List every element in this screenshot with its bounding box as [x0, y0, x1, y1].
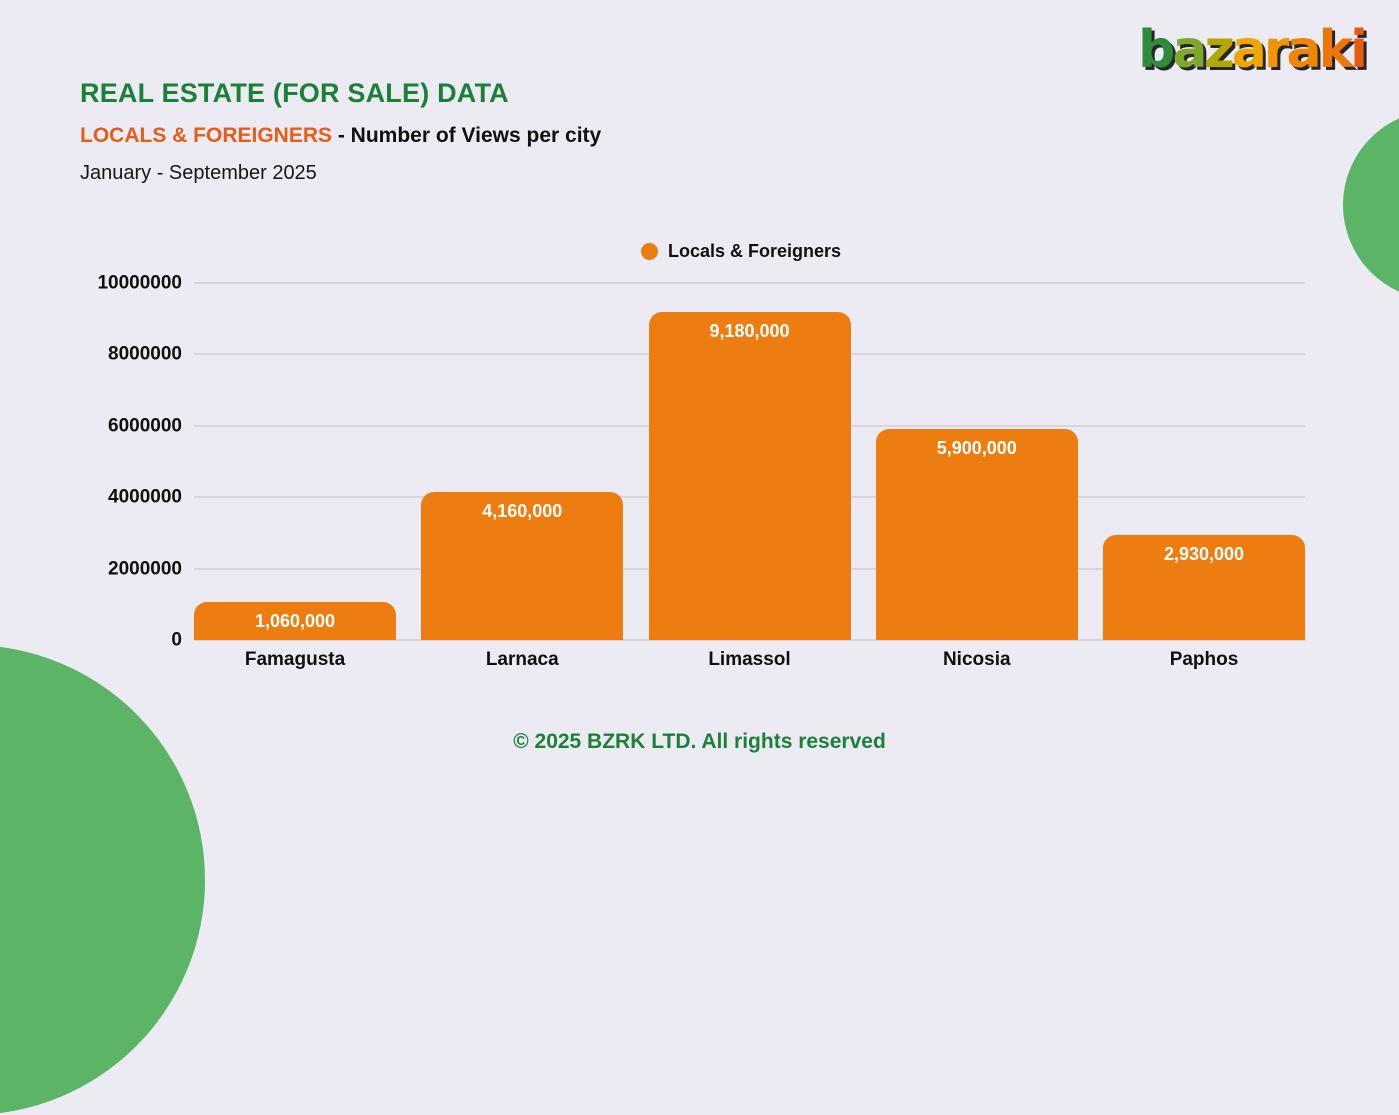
logo-letter: i — [1350, 20, 1368, 80]
bar-larnaca: 4,160,000 — [421, 491, 624, 640]
x-axis-label: Larnaca — [485, 649, 559, 670]
logo-letter: a — [1172, 20, 1207, 80]
decorative-circle-bottom-left — [0, 645, 205, 1115]
x-axis-label: Famagusta — [244, 649, 346, 670]
copyright: © 2025 BZRK LTD. All rights reserved — [513, 730, 886, 753]
bar-value-label: 5,900,000 — [936, 438, 1017, 459]
bar-value-label: 9,180,000 — [709, 321, 790, 342]
gridline — [194, 282, 1305, 284]
logo-letter: r — [1263, 20, 1290, 80]
bar-nicosia: 5,900,000 — [875, 429, 1078, 640]
bar-paphos: 2,930,000 — [1103, 535, 1305, 640]
y-tick-label: 6000000 — [108, 415, 182, 437]
bar-chart: 0 2000000 4000000 6000000 8000000 10000000 1,… — [97, 274, 1305, 670]
legend-label: Locals & Foreigners — [668, 241, 842, 261]
legend-marker-icon — [641, 243, 658, 260]
bar-value-label: 4,160,000 — [482, 500, 563, 521]
bar-value-label: 1,060,000 — [254, 611, 336, 632]
bar-value-label: 2,930,000 — [1163, 544, 1245, 565]
x-axis-label: Limassol — [708, 649, 791, 670]
y-tick-label: 0 — [171, 629, 182, 651]
y-tick-label: 8000000 — [108, 343, 182, 365]
logo-letter: a — [1286, 20, 1321, 80]
y-tick-label: 10000000 — [97, 272, 182, 294]
logo-letter: a — [1231, 20, 1267, 80]
bazaraki-logo: bazaraki — [1138, 24, 1368, 76]
logo-letter: k — [1318, 20, 1354, 80]
y-tick-label: 4000000 — [108, 486, 182, 508]
subtitle-rest: - Number of Views per city — [332, 124, 602, 147]
date-range: January - September 2025 — [80, 162, 317, 184]
bar-limassol: 9,180,000 — [648, 312, 851, 640]
logo-letter: b — [1138, 20, 1175, 80]
x-axis-label: Paphos — [1169, 649, 1239, 670]
x-axis-label: Nicosia — [942, 649, 1011, 670]
y-axis: 0 2000000 4000000 6000000 8000000 10000000 — [34, 274, 182, 650]
page-title: REAL ESTATE (FOR SALE) DATA — [80, 78, 509, 108]
report-header: REAL ESTATE (FOR SALE) DATA LOCALS & FOR… — [80, 78, 601, 185]
page-subtitle: LOCALS & FOREIGNERS - Number of Views pe… — [80, 124, 601, 148]
decorative-circle-right — [1343, 110, 1399, 300]
bar-famagusta: 1,060,000 — [194, 602, 396, 640]
legend: Locals & Foreigners — [641, 241, 841, 262]
y-tick-label: 2000000 — [108, 558, 182, 580]
gridline — [194, 639, 1305, 641]
logo-letter: z — [1204, 20, 1234, 80]
subtitle-highlight: LOCALS & FOREIGNERS — [80, 124, 333, 147]
